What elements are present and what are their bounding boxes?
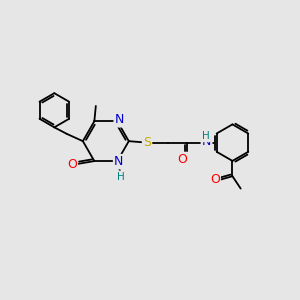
Text: O: O bbox=[67, 158, 77, 171]
Text: N: N bbox=[114, 155, 124, 168]
Text: O: O bbox=[210, 173, 220, 186]
Text: H: H bbox=[202, 131, 210, 141]
Text: H: H bbox=[117, 172, 125, 182]
Text: N: N bbox=[202, 135, 211, 148]
Text: N: N bbox=[115, 113, 124, 126]
Text: S: S bbox=[143, 136, 151, 149]
Text: O: O bbox=[177, 153, 187, 166]
